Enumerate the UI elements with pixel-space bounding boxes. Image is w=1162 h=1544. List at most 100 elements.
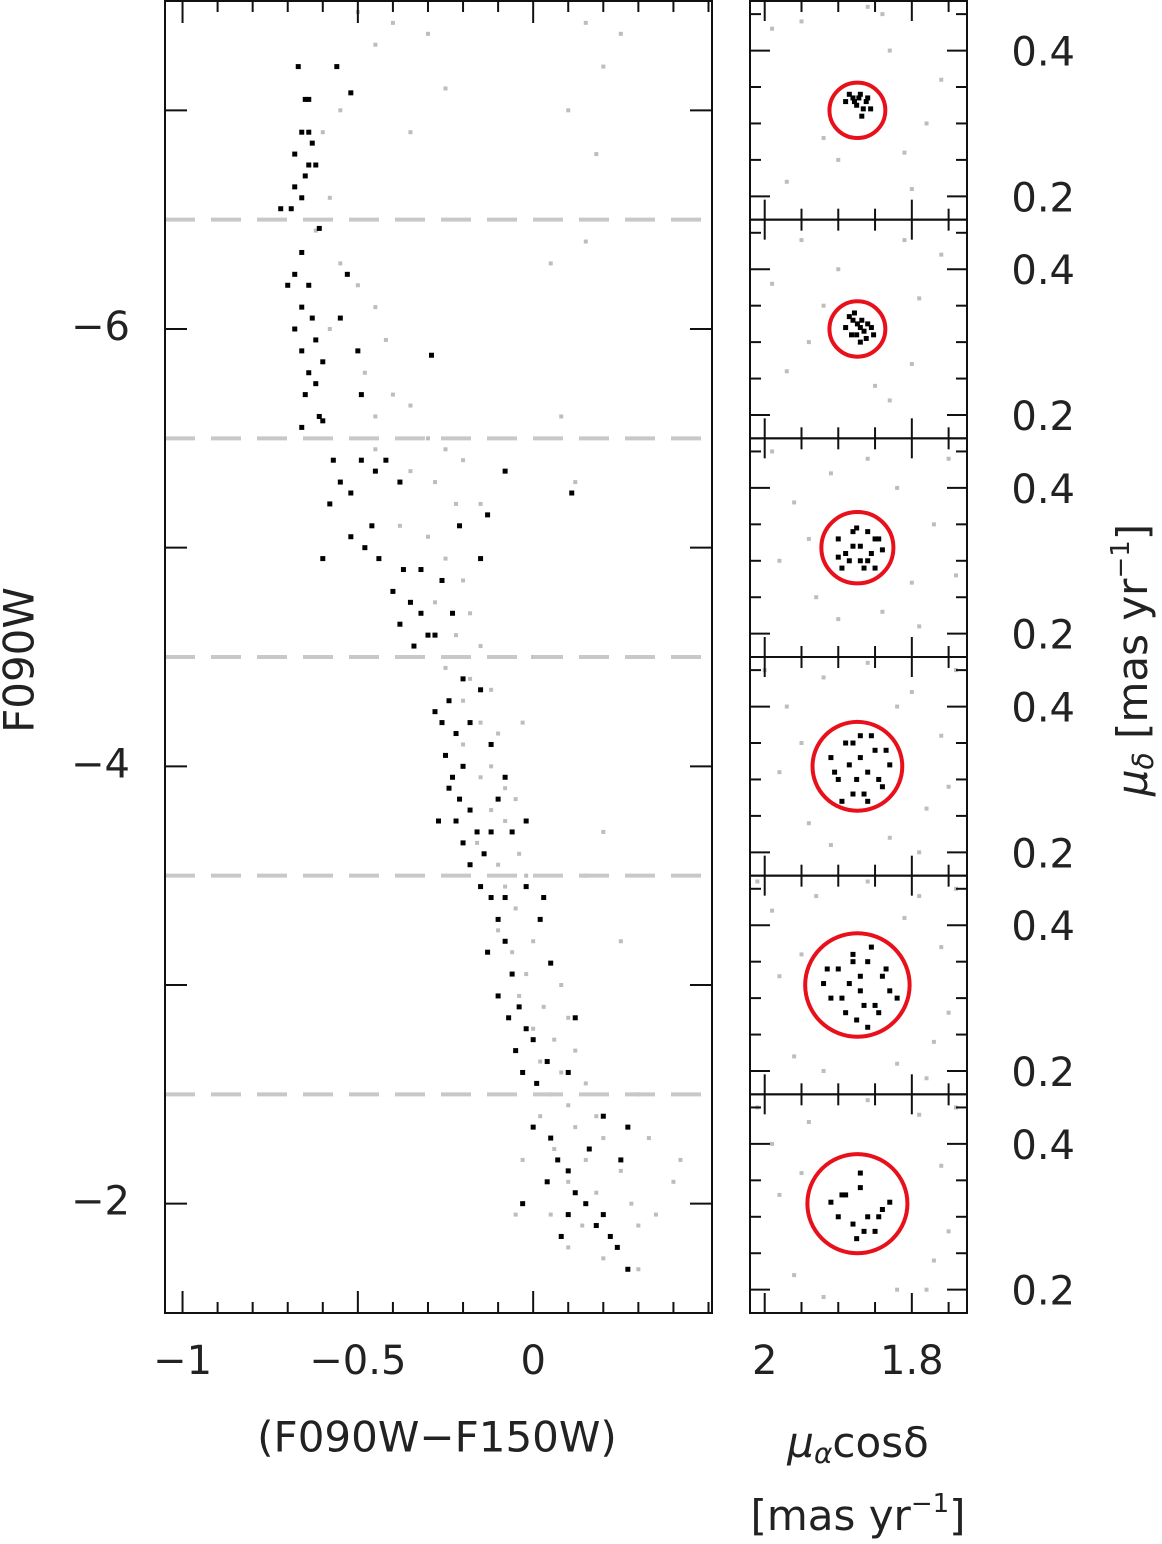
point: [857, 1185, 863, 1191]
point: [846, 91, 852, 97]
point: [607, 1233, 613, 1239]
point: [460, 840, 466, 846]
point: [939, 945, 944, 950]
point: [851, 99, 857, 105]
point: [337, 479, 343, 485]
point: [531, 1026, 536, 1031]
label-part: α: [814, 1437, 833, 1470]
point: [495, 993, 501, 999]
point: [566, 1103, 571, 1108]
point: [843, 325, 849, 331]
point: [355, 348, 361, 354]
point: [857, 755, 863, 761]
x-tick-label: 1.8: [880, 1338, 944, 1384]
point: [857, 973, 863, 979]
point: [953, 886, 958, 891]
point: [828, 1199, 834, 1205]
point: [835, 554, 841, 560]
point: [909, 580, 914, 585]
point: [432, 709, 438, 715]
point: [313, 381, 319, 387]
point: [496, 862, 501, 867]
point: [770, 449, 775, 454]
point: [566, 1015, 571, 1020]
point: [513, 797, 518, 802]
point: [856, 95, 862, 101]
point: [513, 1212, 518, 1217]
point: [784, 704, 789, 709]
point: [850, 791, 856, 797]
point: [583, 1081, 588, 1086]
point: [946, 784, 951, 789]
point: [865, 1098, 870, 1103]
plot-frame: [164, 0, 713, 1314]
point: [835, 1214, 841, 1220]
point: [843, 550, 849, 556]
point: [860, 106, 866, 112]
point: [436, 818, 441, 824]
point: [618, 1168, 623, 1173]
point: [373, 447, 378, 452]
point: [594, 1114, 599, 1119]
point: [586, 1146, 592, 1152]
point: [373, 414, 378, 419]
point: [583, 1201, 589, 1207]
point: [784, 369, 789, 374]
point: [618, 31, 623, 36]
point: [407, 599, 413, 605]
point: [306, 162, 312, 168]
point: [439, 577, 445, 583]
point: [397, 621, 403, 627]
label-part: −1: [1106, 540, 1136, 578]
point: [839, 995, 845, 1001]
point: [865, 1214, 871, 1220]
point: [887, 762, 893, 768]
point: [306, 370, 312, 376]
panel-frame: [749, 1093, 968, 1315]
point: [868, 106, 874, 112]
point: [854, 525, 860, 531]
point: [876, 776, 882, 782]
point: [931, 522, 936, 527]
point: [770, 26, 775, 31]
point: [302, 96, 308, 102]
point: [909, 689, 914, 694]
point: [857, 558, 863, 564]
point: [777, 770, 782, 775]
point: [383, 457, 389, 463]
point: [503, 786, 508, 791]
point: [895, 704, 900, 709]
point: [872, 747, 878, 753]
panel-frame: [749, 656, 968, 877]
y-tick-label: 0.2: [1011, 1050, 1075, 1096]
point: [924, 121, 929, 126]
selection-circle: [819, 509, 896, 586]
point: [544, 1059, 550, 1065]
point: [530, 1037, 536, 1043]
point: [443, 752, 449, 758]
point: [299, 249, 305, 255]
point: [481, 851, 487, 857]
point: [854, 1236, 860, 1242]
point: [849, 332, 855, 338]
point: [334, 64, 340, 70]
point: [917, 296, 922, 301]
point: [865, 798, 871, 804]
point: [450, 774, 456, 780]
point: [478, 775, 483, 780]
point: [376, 556, 382, 562]
point: [850, 95, 856, 101]
point: [516, 1004, 522, 1010]
point: [457, 523, 463, 529]
point: [600, 1212, 606, 1218]
point: [489, 808, 494, 813]
point: [537, 916, 543, 922]
point: [770, 908, 775, 913]
point: [446, 785, 452, 791]
point: [859, 113, 865, 119]
point: [887, 398, 892, 403]
point: [478, 720, 483, 725]
point: [530, 1124, 536, 1130]
point: [443, 665, 448, 670]
